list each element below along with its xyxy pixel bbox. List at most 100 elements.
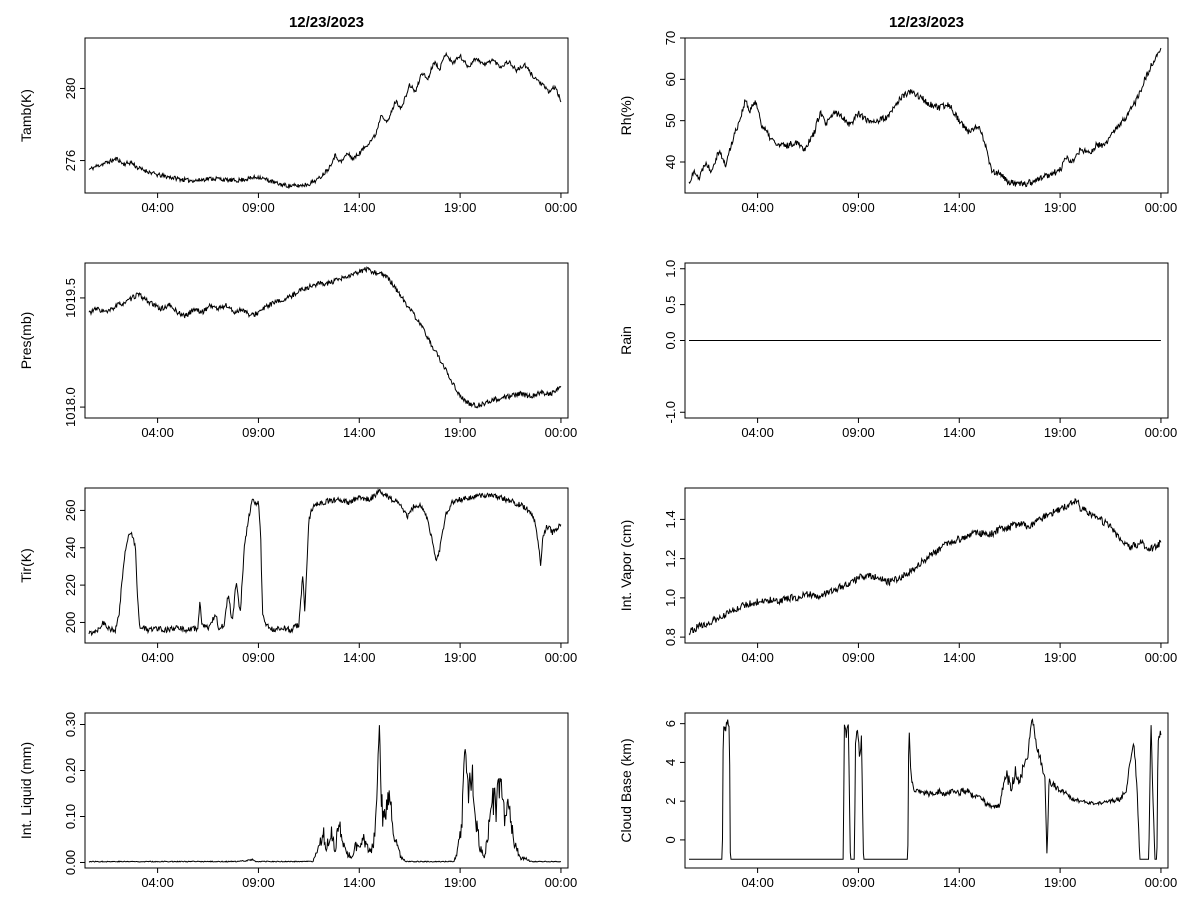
y-tick-label: 220 [63,574,78,596]
x-tick-label: 14:00 [943,200,976,215]
x-tick-label: 04:00 [141,875,174,890]
tir-plot-svg: 04:00 09:00 14:00 19:00 00:00 200 220 240 260 [63,487,578,665]
panel-title-date: 12/23/2023 [888,14,965,31]
x-tick-label: 09:00 [842,200,875,215]
x-tick-label: 00:00 [545,650,578,665]
x-tick-label: 09:00 [842,650,875,665]
tamb-series-line [88,51,562,189]
y-tick-label: 1.2 [663,550,678,568]
x-tick-label: 14:00 [943,650,976,665]
x-tick-label: 00:00 [1145,200,1178,215]
x-tick-label: 14:00 [343,200,376,215]
y-tick-label: 240 [63,537,78,559]
x-tick-label: 19:00 [444,650,477,665]
cloudbase-plot-svg: 04:00 09:00 14:00 19:00 00:00 0 2 4 6 [663,712,1178,890]
panel-cloudbase: Cloud Base (km) 04:00 09:00 14:00 19:00 00:0… [600,675,1200,900]
panel-tamb: 12/23/2023 Tamb(K) 04:00 09:00 14:00 19:00 0… [0,0,600,225]
x-tick-label: 04:00 [741,875,774,890]
x-tick-label: 19:00 [1044,425,1077,440]
vapor-series-line [688,498,1162,636]
x-tick-label: 00:00 [1145,650,1178,665]
x-tick-label: 04:00 [141,425,174,440]
pres-plot-svg: 04:00 09:00 14:00 19:00 00:00 1018.0 1019.5 [63,262,578,440]
y-tick-label: 40 [663,155,678,169]
y-tick-label: 0.00 [63,850,78,875]
y-tick-label: 1.0 [663,589,678,607]
x-tick-label: 00:00 [1145,875,1178,890]
x-tick-label: 00:00 [545,200,578,215]
x-tick-label: 00:00 [545,425,578,440]
y-tick-label: 6 [663,720,678,727]
x-tick-label: 09:00 [842,875,875,890]
liquid-plot-svg: 04:00 09:00 14:00 19:00 00:00 0.00 0.10 0.20 0.3… [63,712,578,890]
panel-liquid: Int. Liquid (mm) 04:00 09:00 14:00 19:00 00:… [0,675,600,900]
pres-series-line [88,266,562,409]
plot-box [84,262,569,419]
x-tick-label: 19:00 [444,425,477,440]
y-tick-label: 1019.5 [63,278,78,318]
panel-rh: 12/23/2023 Rh(%) 04:00 09:00 14:00 19:00 00:… [600,0,1200,225]
y-tick-label: -1.0 [663,401,678,423]
panel-vapor: Int. Vapor (cm) 04:00 09:00 14:00 19:00 00:0… [600,450,1200,675]
y-tick-label: 0 [663,836,678,843]
liquid-series-line [88,725,562,863]
y-tick-label: 200 [63,612,78,634]
plot-box [684,487,1169,644]
x-tick-label: 14:00 [343,425,376,440]
y-tick-label: 50 [663,113,678,127]
panel-pres: Pres(mb) 04:00 09:00 14:00 19:00 00:00 1018.0… [0,225,600,450]
x-tick-label: 04:00 [741,650,774,665]
plot-box [84,37,569,194]
y-tick-label: 4 [663,759,678,766]
rain-plot-svg: 04:00 09:00 14:00 19:00 00:00 -1.0 0.0 0.5 1.0 [663,260,1178,440]
cloudbase-series-line [689,718,1162,860]
rh-plot-svg: 04:00 09:00 14:00 19:00 00:00 40 50 60 70 [663,31,1178,215]
panel-title-date: 12/23/2023 [288,14,365,31]
y-tick-label: 0.30 [63,712,78,737]
y-tick-label: 60 [663,72,678,86]
y-tick-label: 0.5 [663,296,678,314]
y-tick-label: 2 [663,798,678,805]
y-tick-label: 0.8 [663,628,678,646]
plot-box [84,487,569,644]
x-tick-label: 00:00 [1145,425,1178,440]
y-tick-label: 276 [63,150,78,172]
x-tick-label: 19:00 [444,875,477,890]
x-tick-label: 09:00 [242,875,275,890]
x-tick-label: 04:00 [741,425,774,440]
tamb-plot-svg: 04:00 09:00 14:00 19:00 00:00 276 280 [63,37,578,215]
y-tick-label: 1.4 [663,510,678,528]
x-tick-label: 19:00 [1044,200,1077,215]
y-tick-label: 280 [63,78,78,100]
x-tick-label: 09:00 [842,425,875,440]
y-tick-label: 0.0 [663,331,678,349]
x-tick-label: 09:00 [242,650,275,665]
y-tick-label: 1.0 [663,260,678,278]
x-tick-label: 19:00 [444,200,477,215]
panel-rain: Rain 04:00 09:00 14:00 19:00 00:00 -1.0 0.0 0.5… [600,225,1200,450]
y-tick-label: 0.10 [63,804,78,829]
plot-box [684,37,1169,194]
y-tick-label: 1018.0 [63,387,78,427]
x-tick-label: 14:00 [943,875,976,890]
rh-series-line [688,47,1162,188]
x-tick-label: 09:00 [242,425,275,440]
y-tick-label: 260 [63,500,78,522]
x-tick-label: 04:00 [741,200,774,215]
tir-series-line [88,488,562,637]
x-tick-label: 14:00 [343,650,376,665]
x-tick-label: 00:00 [545,875,578,890]
x-tick-label: 04:00 [141,650,174,665]
x-tick-label: 19:00 [1044,875,1077,890]
x-tick-label: 14:00 [943,425,976,440]
plot-box [684,712,1169,869]
x-tick-label: 14:00 [343,875,376,890]
x-tick-label: 09:00 [242,200,275,215]
panel-tir: Tir(K) 04:00 09:00 14:00 19:00 00:00 200 220 24… [0,450,600,675]
y-tick-label: 0.20 [63,758,78,783]
vapor-plot-svg: 04:00 09:00 14:00 19:00 00:00 0.8 1.0 1.2 1.4 [663,487,1178,665]
x-tick-label: 04:00 [141,200,174,215]
x-tick-label: 19:00 [1044,650,1077,665]
